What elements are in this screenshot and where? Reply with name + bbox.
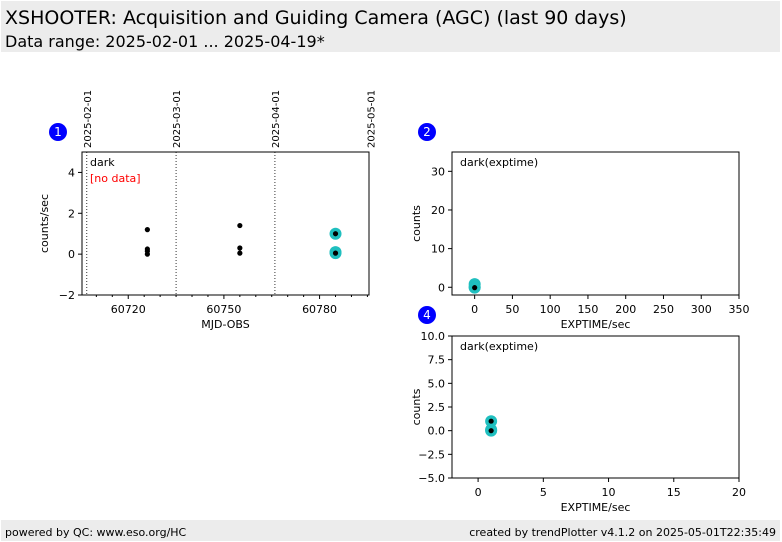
data-point (472, 285, 478, 291)
x-tick-label: 15 (667, 486, 681, 499)
plot-series-label: dark(exptime) (460, 156, 538, 169)
y-tick-label: 0.0 (428, 425, 446, 438)
x-axis-label: MJD-OBS (201, 318, 249, 331)
data-point (488, 428, 494, 434)
plot-badge (49, 123, 67, 141)
x-axis-label: EXPTIME/sec (561, 501, 631, 514)
y-tick-label: −5.0 (418, 472, 445, 485)
y-tick-label: 2.5 (428, 401, 446, 414)
plot-series-label: dark(exptime) (460, 340, 538, 353)
data-point (237, 250, 243, 256)
x-tick-label: 350 (729, 303, 750, 316)
y-tick-label: −2 (59, 289, 75, 302)
x-tick-label: 100 (540, 303, 561, 316)
footer-credit: powered by QC: www.eso.org/HC (5, 526, 187, 539)
page-title: XSHOOTER: Acquisition and Guiding Camera… (5, 7, 627, 29)
y-tick-label: 30 (431, 165, 445, 178)
no-data-note: [no data] (90, 172, 141, 185)
date-marker-label: 2025-03-01 (172, 90, 183, 148)
y-axis-label: counts/sec (38, 194, 51, 253)
plot-badge-number: 1 (54, 125, 62, 139)
x-tick-label: 5 (540, 486, 547, 499)
y-tick-label: −2.5 (418, 448, 445, 461)
x-tick-label: 0 (471, 303, 478, 316)
footer-created-by: created by trendPlotter v4.1.2 on 2025-0… (469, 526, 776, 539)
plot-series-label: dark (90, 156, 115, 169)
y-tick-label: 20 (431, 204, 445, 217)
y-axis-label: counts (410, 205, 423, 242)
data-point (488, 418, 494, 424)
y-tick-label: 0 (438, 281, 445, 294)
y-tick-label: 5.0 (428, 377, 446, 390)
x-tick-label: 10 (602, 486, 616, 499)
page-footer: powered by QC: www.eso.org/HC created by… (1, 520, 780, 541)
x-tick-label: 150 (577, 303, 598, 316)
data-point (332, 231, 339, 237)
y-tick-label: 10.0 (421, 330, 446, 343)
y-tick-label: 2 (68, 207, 75, 220)
plot-badge-number: 4 (423, 308, 431, 322)
x-tick-label: 250 (653, 303, 674, 316)
data-point (144, 227, 150, 233)
data-point (332, 250, 339, 256)
page-header: XSHOOTER: Acquisition and Guiding Camera… (1, 1, 780, 52)
date-marker-label: 2025-05-01 (367, 90, 378, 148)
plot-frame (451, 151, 740, 296)
y-tick-label: 0 (68, 248, 75, 261)
x-tick-label: 300 (691, 303, 712, 316)
x-axis-label: EXPTIME/sec (561, 318, 631, 331)
x-tick-label: 20 (732, 486, 746, 499)
x-tick-label: 200 (615, 303, 636, 316)
date-marker-label: 2025-02-01 (83, 90, 94, 148)
plot-badge (418, 306, 436, 324)
x-tick-label: 60780 (302, 303, 337, 316)
y-tick-label: 10 (431, 243, 445, 256)
y-tick-label: 7.5 (428, 354, 446, 367)
x-tick-label: 60720 (111, 303, 146, 316)
y-axis-label: counts (410, 388, 423, 425)
x-tick-label: 60750 (206, 303, 241, 316)
data-point (237, 222, 243, 229)
plot-badge (418, 123, 436, 141)
page-subtitle: Data range: 2025-02-01 ... 2025-04-19* (5, 32, 325, 51)
data-point (237, 245, 243, 251)
plot-frame (81, 151, 370, 296)
x-tick-label: 0 (475, 486, 482, 499)
y-tick-label: 4 (68, 166, 75, 179)
plot-badge-number: 2 (423, 125, 431, 139)
plot-frame (451, 335, 740, 479)
date-marker-label: 2025-04-01 (271, 90, 282, 148)
data-point (144, 251, 150, 257)
x-tick-label: 50 (505, 303, 519, 316)
